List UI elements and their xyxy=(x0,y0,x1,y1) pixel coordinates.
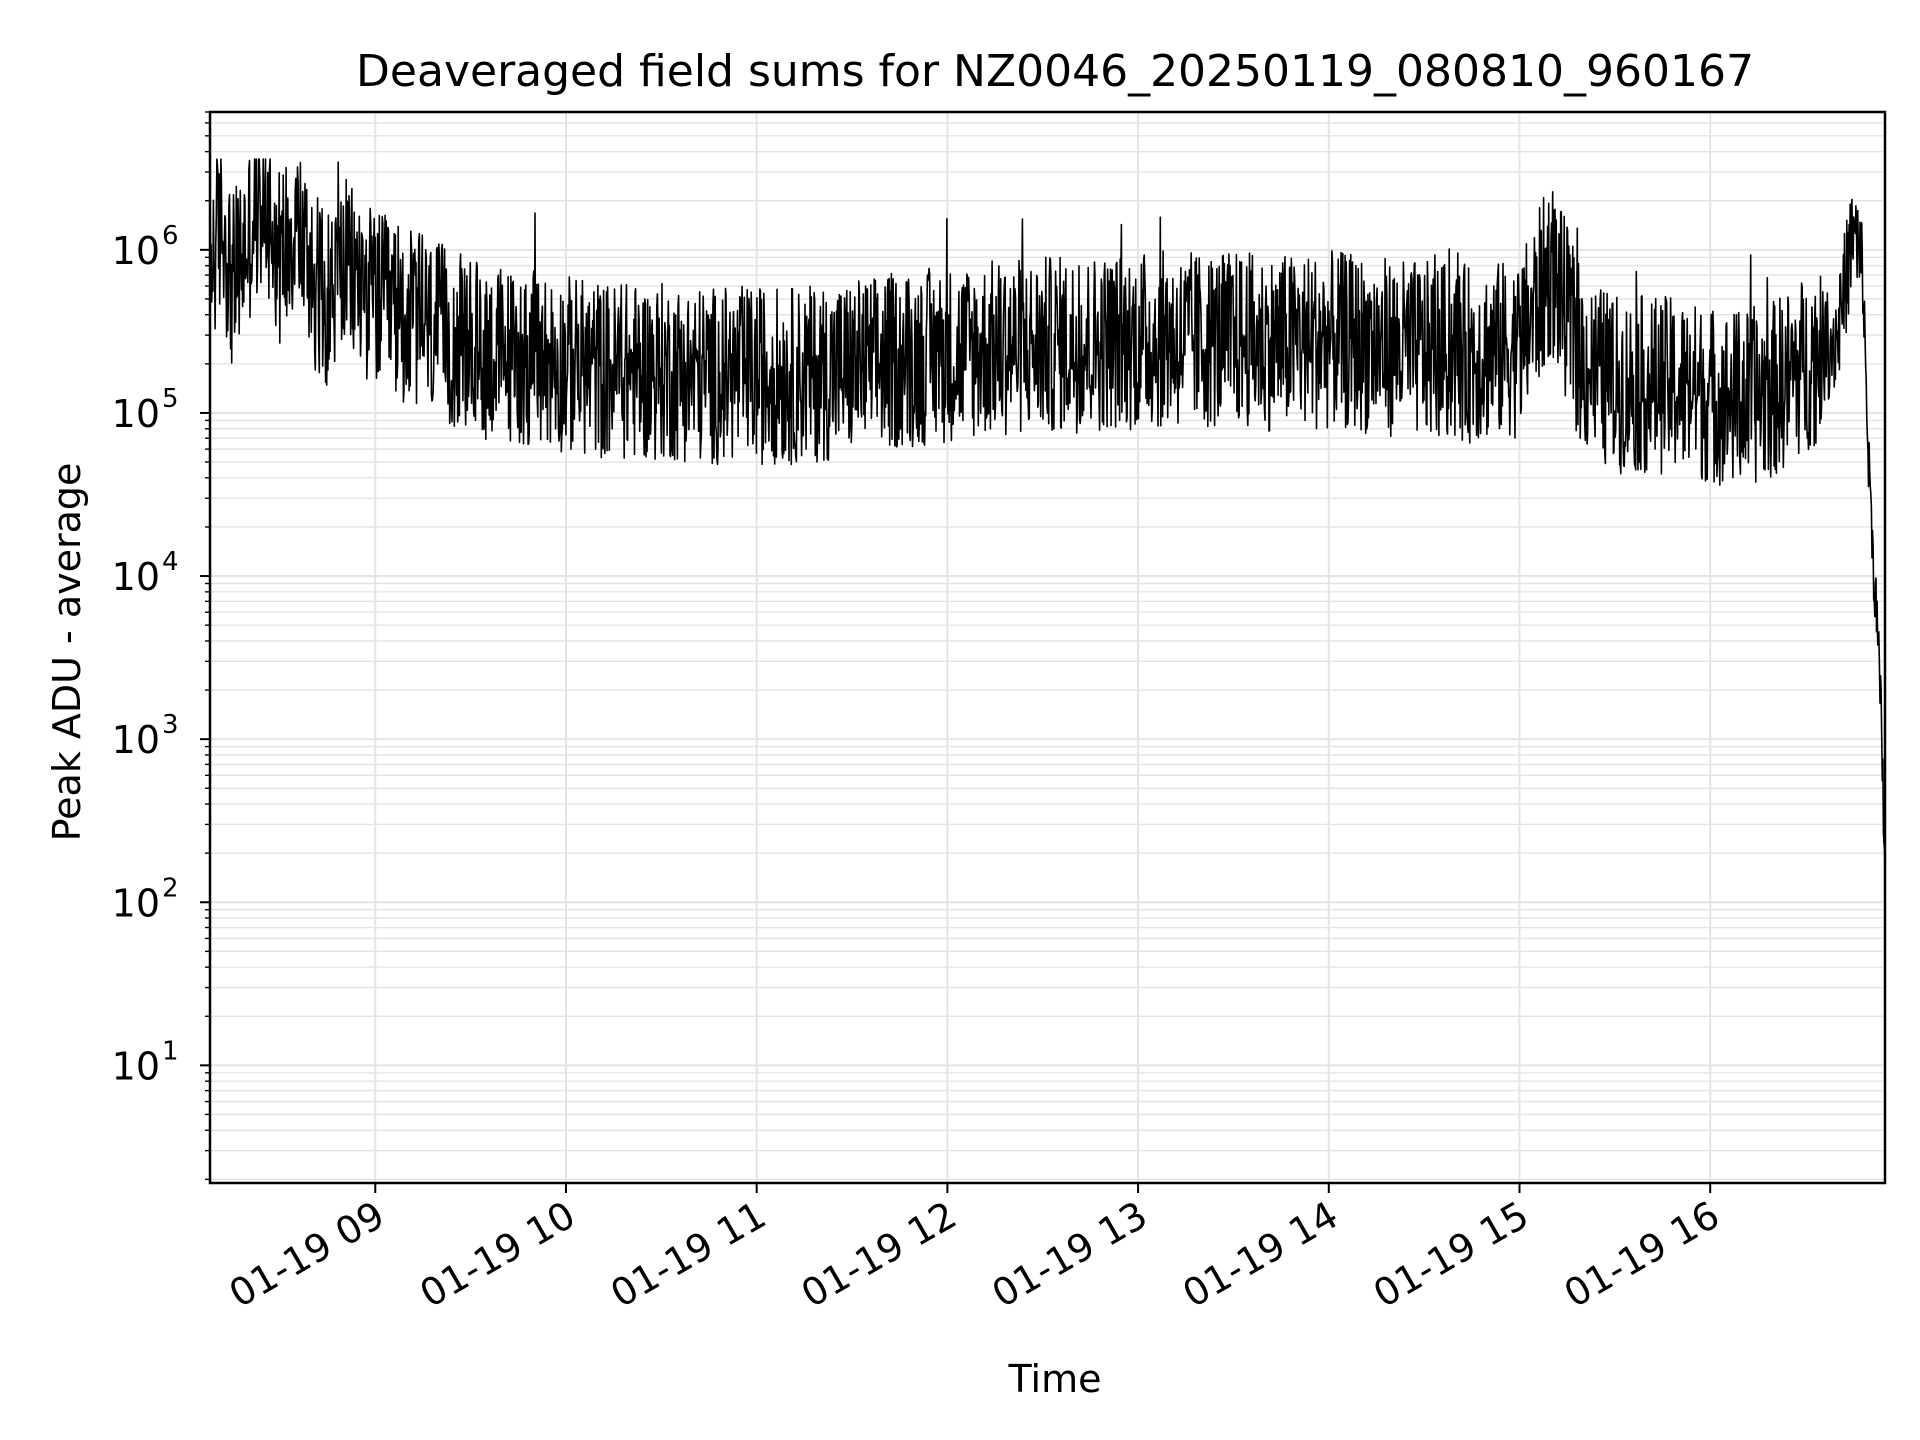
y-tick-label: 10 5 xyxy=(112,384,179,436)
y-tick-label: 10 2 xyxy=(112,873,179,925)
y-tick-label: 10 1 xyxy=(112,1036,179,1088)
y-tick-label-base: 10 xyxy=(112,229,160,273)
y-tick-label-base: 10 xyxy=(112,881,160,925)
chart-title: Deaveraged field sums for NZ0046_2025011… xyxy=(356,46,1754,97)
plot-area xyxy=(209,158,1886,874)
x-axis-label: Time xyxy=(1008,1357,1102,1401)
y-tick-label: 10 6 xyxy=(112,221,179,273)
y-tick-label: 10 4 xyxy=(112,547,179,599)
y-tick-label-base: 10 xyxy=(112,392,160,436)
axes-frame xyxy=(208,110,1887,1185)
y-tick-label-exponent: 6 xyxy=(162,221,179,251)
y-tick-label: 10 3 xyxy=(112,710,179,762)
y-tick-label-exponent: 4 xyxy=(162,547,179,577)
y-tick-label-base: 10 xyxy=(112,718,160,762)
y-tick-label-exponent: 3 xyxy=(162,710,179,740)
y-axis-label: Peak ADU - average xyxy=(45,463,89,842)
y-tick-label-exponent: 5 xyxy=(162,384,179,414)
y-tick-label-base: 10 xyxy=(112,1044,160,1088)
y-tick-label-base: 10 xyxy=(112,555,160,599)
y-tick-label-exponent: 2 xyxy=(162,873,179,903)
y-tick-label-exponent: 1 xyxy=(162,1036,179,1066)
series-line xyxy=(209,158,1886,874)
